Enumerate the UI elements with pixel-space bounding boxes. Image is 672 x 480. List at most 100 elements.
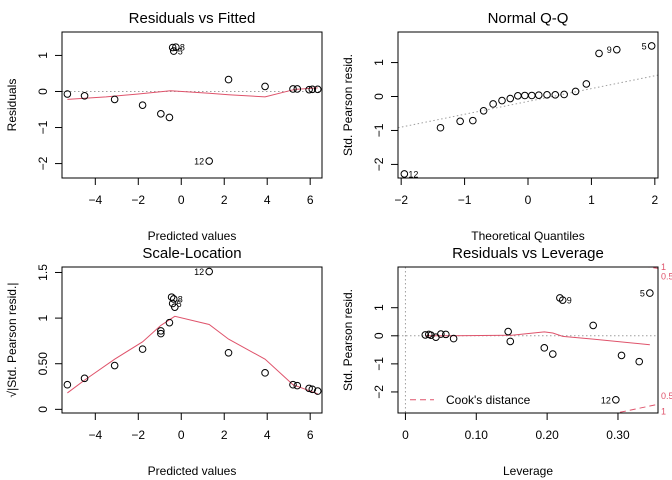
data-point [157,110,165,118]
data-point [169,295,178,303]
plot-frame [61,266,323,414]
x-tick-label: 0 [525,193,532,207]
data-point [157,327,165,335]
point-label: 12 [194,267,204,277]
point-label: 5 [178,47,183,57]
panel-title: Normal Q-Q [488,10,569,27]
legend-label: Cook's distance [446,393,531,407]
data-point [261,369,269,377]
panel-3: Scale-Location Predicted values √|Std. Pea… [5,245,323,478]
data-point [612,45,621,54]
smooth-line [67,315,318,395]
cooks-distance-label: 1 [661,262,666,272]
data-point [168,299,177,308]
data-point [589,321,597,330]
data-point [224,75,233,84]
data-point [449,334,458,343]
data-point [427,331,435,340]
x-tick-label: 2 [221,193,228,207]
data-point [528,91,536,100]
point-label: 5 [642,41,647,51]
point-label: 5 [177,299,182,309]
data-point [169,47,178,55]
data-point [436,123,445,132]
point-label: 9 [567,296,572,306]
y-tick-label: −2 [36,156,50,170]
panel-title: Residuals vs Leverage [452,245,604,262]
data-point [63,90,72,98]
point-label: 5 [640,289,645,299]
data-point [595,49,603,58]
x-axis-label: Theoretical Quantiles [471,229,584,243]
y-tick-label: 0 [36,406,50,413]
y-tick-label: −2 [372,157,386,171]
data-point [504,327,512,336]
x-tick-label: 0.30 [606,428,630,442]
data-point [442,330,450,339]
point-label: 12 [601,395,611,405]
data-point [308,385,317,394]
panel-title: Scale-Location [142,245,241,262]
data-point [80,92,89,100]
data-point [313,387,322,395]
x-tick-label: −4 [88,428,102,442]
data-point [165,318,174,327]
plot-area [398,42,658,178]
data-point [647,42,656,50]
data-point [308,85,317,94]
x-tick-label: 0.20 [535,428,559,442]
plot-area [398,267,658,413]
plot-area [62,43,322,165]
data-point [289,380,297,389]
y-tick-label: 1.5 [36,264,50,281]
smooth-line [67,87,318,100]
x-tick-label: −4 [88,193,102,207]
x-tick-label: 2 [651,193,658,207]
data-point [289,85,297,93]
data-point [548,350,557,358]
x-tick-label: 0 [402,428,409,442]
plot-frame [397,31,659,179]
x-tick-label: −1 [458,193,472,207]
data-point [63,380,72,389]
panel-4: Residuals vs Leverage Leverage Std. Pearso… [341,245,672,478]
y-tick-label: −1 [372,357,386,371]
plot-frame [397,266,659,414]
y-tick-label: 1 [36,314,50,321]
y-tick-label: 0.50 [36,352,50,376]
data-point [172,43,180,51]
data-point [646,289,654,297]
data-point [571,87,580,96]
x-tick-label: −2 [131,193,145,207]
data-point [456,117,464,126]
data-point [313,85,322,94]
data-point [165,113,174,122]
data-point [138,101,147,109]
data-point [110,95,119,104]
data-point [617,351,626,360]
data-point [582,80,591,88]
data-point [498,96,506,105]
data-point [506,94,515,103]
data-point [293,85,302,93]
data-point [560,90,568,99]
x-axis-label: Predicted values [148,229,237,243]
point-label: 8 [180,43,185,53]
data-point [157,329,165,338]
x-tick-label: −2 [394,193,408,207]
data-point [540,344,549,352]
qq-reference-line [398,74,658,129]
x-axis-label: Predicted values [148,464,237,478]
y-tick-label: 0 [372,332,386,339]
data-point [506,337,515,346]
x-tick-label: 6 [307,428,314,442]
data-point [489,100,497,108]
y-tick-label: 1 [372,59,386,66]
data-point [469,116,477,125]
y-tick-label: −2 [372,385,386,399]
data-point [421,331,430,339]
cooks-distance-label: 1 [661,407,666,417]
data-point [400,170,409,178]
data-point [110,361,119,370]
y-axis-label: √|Std. Pearson resid.| [5,283,19,398]
